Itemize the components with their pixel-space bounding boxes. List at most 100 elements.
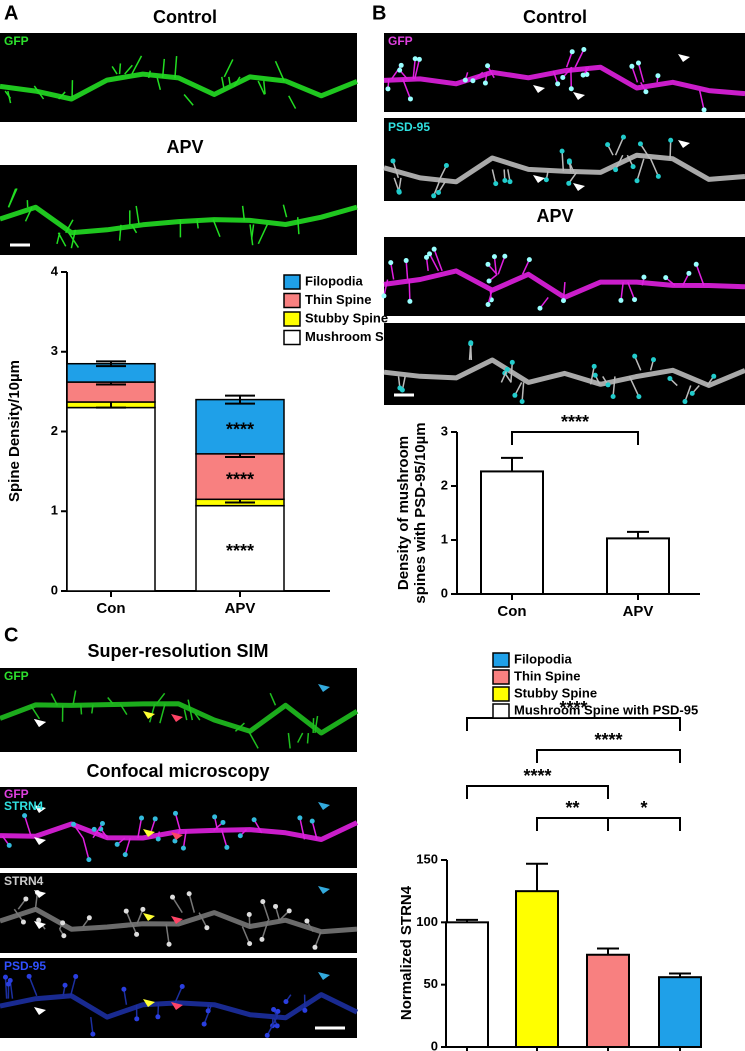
spine — [574, 49, 585, 68]
puncta — [259, 936, 265, 942]
puncta — [246, 911, 252, 917]
puncta — [667, 375, 673, 381]
channel-label: STRN4 — [4, 799, 44, 813]
spine — [118, 63, 122, 75]
arrowhead — [171, 714, 183, 722]
spine — [437, 165, 448, 183]
channel-label: GFP — [4, 34, 29, 48]
y-axis-label: Normalized STRN4 — [398, 885, 415, 1020]
spine — [614, 154, 624, 171]
puncta — [655, 73, 661, 79]
spine — [137, 817, 143, 839]
puncta — [629, 63, 635, 69]
dendrite — [0, 71, 358, 102]
spine — [174, 986, 183, 1004]
spine — [282, 204, 288, 218]
panel-title: APV — [536, 206, 573, 226]
puncta — [302, 1007, 308, 1013]
arrowhead — [34, 921, 46, 929]
puncta — [537, 305, 543, 311]
dendrite — [0, 701, 359, 736]
significance-label: **** — [594, 730, 622, 750]
y-tick-label: 2 — [51, 423, 58, 438]
micrographs — [0, 33, 745, 1038]
panel-letter: A — [4, 2, 18, 24]
spine — [69, 976, 77, 997]
spine — [131, 55, 143, 75]
puncta — [399, 387, 405, 393]
legend-label: Filopodia — [305, 273, 364, 288]
legend-label: Stubby Spine — [514, 685, 597, 700]
spine — [261, 919, 269, 940]
puncta — [632, 353, 638, 359]
spine — [196, 219, 199, 229]
y-tick-label: 0 — [51, 582, 58, 597]
puncta — [610, 393, 616, 399]
puncta — [526, 257, 532, 263]
puncta — [543, 177, 549, 183]
y-tick-label: 0 — [441, 585, 448, 600]
spine — [34, 892, 39, 910]
y-tick-label: 0 — [431, 1038, 438, 1051]
puncta — [275, 1008, 281, 1014]
puncta — [636, 394, 642, 400]
puncta — [23, 896, 29, 902]
spine — [90, 1016, 94, 1035]
spine — [182, 830, 187, 849]
channel-label: GFP — [4, 669, 29, 683]
spine — [241, 205, 246, 221]
arrowhead — [34, 1007, 46, 1015]
puncta — [431, 246, 437, 252]
puncta — [634, 178, 640, 184]
spine — [249, 224, 254, 246]
puncta — [512, 392, 518, 398]
arrowhead — [171, 832, 183, 840]
annotation: **** — [226, 541, 254, 561]
micrograph — [384, 118, 745, 201]
spine — [297, 732, 304, 743]
arrowhead — [34, 805, 46, 813]
spine — [695, 264, 705, 286]
spine — [684, 385, 692, 402]
channel-labels: GFP GFP PSD-95 GFP GFP STRN4 STRN4 PSD-9… — [4, 34, 430, 973]
puncta — [121, 986, 127, 992]
spine — [383, 279, 389, 297]
spine — [266, 1017, 278, 1036]
puncta — [416, 56, 422, 62]
puncta — [398, 62, 404, 68]
channel-label: PSD-95 — [388, 120, 430, 134]
bar — [606, 537, 670, 596]
arrowhead — [34, 719, 46, 727]
spine — [198, 912, 208, 929]
arrowhead — [34, 890, 46, 898]
significance-label: * — [640, 798, 647, 818]
puncta — [580, 72, 586, 78]
puncta — [641, 274, 647, 280]
puncta — [286, 908, 292, 914]
spine — [631, 66, 639, 83]
spine — [628, 376, 640, 397]
legend-swatch — [283, 329, 301, 346]
puncta — [247, 941, 253, 947]
spine — [161, 58, 166, 78]
puncta — [620, 134, 626, 140]
spine — [627, 281, 636, 300]
spine — [562, 282, 566, 301]
error-bar — [597, 947, 619, 955]
x-tick-label: Con — [96, 600, 125, 617]
spine — [212, 219, 221, 238]
spine — [80, 704, 83, 715]
puncta — [711, 373, 717, 379]
puncta — [555, 81, 561, 87]
arrowhead — [34, 837, 46, 845]
arrowhead — [143, 999, 155, 1007]
spine — [107, 697, 114, 705]
puncta — [403, 258, 409, 264]
spine — [288, 95, 297, 109]
spine — [248, 730, 259, 749]
spine — [296, 217, 300, 235]
puncta — [274, 1023, 280, 1029]
panel-letter: B — [372, 2, 386, 24]
puncta — [632, 297, 638, 303]
